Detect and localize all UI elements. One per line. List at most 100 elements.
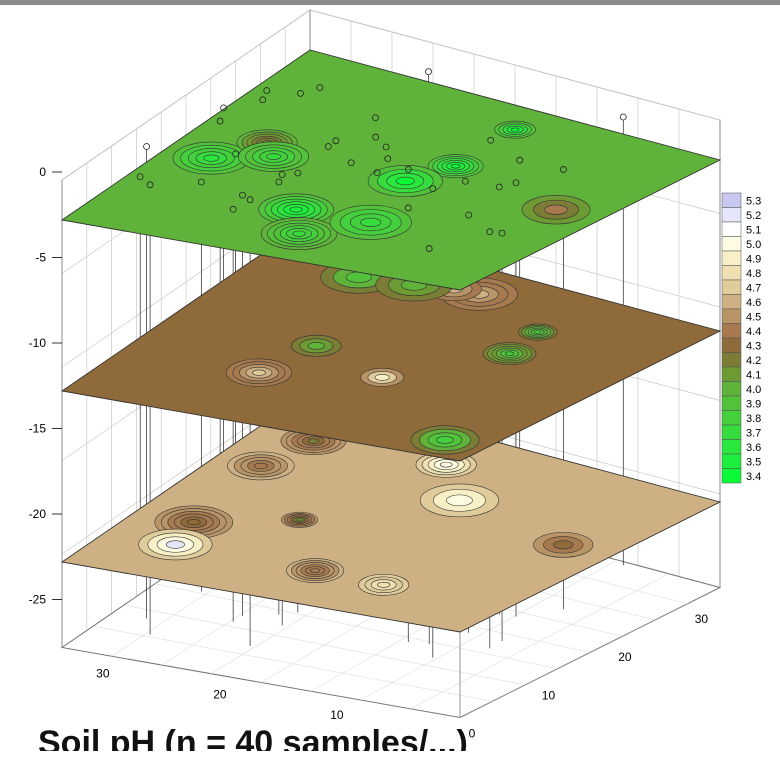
legend-label: 4.1 [746,370,761,382]
legend-label: 3.5 [746,457,761,469]
x-tick-label: 20 [213,687,227,701]
legend-label: 5.0 [746,239,761,251]
window-top-strip [0,0,780,5]
legend-label: 3.8 [746,413,761,425]
contour-ring [296,518,303,522]
legend-label: 4.8 [746,268,761,280]
z-tick-label: 0 [39,165,46,179]
legend-label: 4.0 [746,384,761,396]
x-tick-label: 10 [330,708,344,722]
y-tick-label: 30 [695,612,709,626]
sample-pole-head [263,87,271,94]
sample-pole-heads [136,68,627,252]
contour-ring [450,163,461,169]
legend-label: 5.3 [746,196,761,208]
legend-label: 3.6 [746,442,761,454]
legend-swatch [721,250,742,266]
sample-pole-head [275,178,283,186]
legend-label: 4.3 [746,341,761,353]
sample-pole-head [560,166,567,173]
sample-pole-head [382,143,390,151]
contour-ring [510,127,520,132]
sample-pole-head [143,143,150,150]
legend-swatch [721,453,742,469]
contour-ring [446,494,473,507]
legend-swatch [721,207,742,223]
contour-ring [504,351,515,356]
sample-pole-head [425,245,433,252]
sample-pole-head [246,196,254,204]
sample-pole-head [425,68,432,76]
contour-layers [60,49,722,633]
z-tick-label: -15 [29,422,47,436]
sample-pole-head [465,211,473,219]
sample-pole-head [146,181,154,189]
contour-ring [439,461,453,468]
sample-pole-head [232,150,240,158]
legend-swatch [721,337,742,353]
contour-ring [310,568,321,573]
y-axis: 0 10 20 30 [469,612,709,741]
grid-line [360,559,618,701]
sample-pole-head [294,169,302,177]
grid-line [410,573,669,710]
sample-pole-head [404,204,412,212]
sample-pole-head [512,179,520,187]
legend-swatch [721,468,742,484]
legend-swatch [721,323,742,339]
y-tick-label: 20 [618,650,632,664]
z-tick-label: -20 [29,507,47,521]
legend-swatch [721,236,742,252]
contour-ring [165,540,185,549]
contour-ring [253,462,268,469]
sample-pole-head [136,173,144,181]
legend-label: 5.1 [746,225,761,237]
legend-swatch [721,265,742,281]
contour-ring [553,540,574,550]
sample-pole-head [220,104,227,112]
sample-pole-head [316,84,324,91]
sample-pole-head [332,137,340,145]
contour-ring [377,581,391,588]
sample-pole-head [404,165,412,173]
contour-layer [60,220,722,462]
sample-pole-head [619,113,627,121]
contour-ring [360,217,382,227]
sample-pole-head [278,171,286,178]
legend-label: 4.4 [746,326,761,338]
legend-swatch [721,424,742,440]
contour-ring [307,438,320,444]
z-tick-label: -25 [29,593,47,607]
contour-ring [534,330,542,334]
legend-swatch [721,352,742,368]
legend-swatch [721,192,742,208]
legend-swatch [721,221,742,237]
y-tick-label: 10 [542,688,556,702]
contour-ring [186,519,201,526]
legend-swatch [721,366,742,382]
contour-ring [266,153,281,160]
sample-pole-head [324,143,332,150]
legend-label: 4.7 [746,283,761,295]
z-axis: 0 -5 -10 -15 -20 -25 [29,165,62,607]
legend-swatch [721,294,742,310]
x-axis: 30 20 10 [96,667,344,722]
contour-layer [60,49,722,291]
legend-label: 3.4 [746,471,761,483]
legend-swatch [721,279,742,295]
sample-pole-head [373,169,381,177]
figure-caption: Soil pH (n = 40 samples/...) [38,726,468,761]
sample-pole-head [239,191,246,199]
legend-label: 5.2 [746,210,761,222]
sample-pole-head [259,96,267,104]
legend-swatch [721,439,742,455]
z-tick-label: -5 [35,251,46,265]
layer-surface [60,391,722,633]
sample-pole-head [297,89,304,97]
contour-ring [292,230,306,237]
sample-pole-head [229,205,237,213]
legend-swatch [721,410,742,426]
sample-pole-head [498,229,506,237]
x-tick-label: 30 [96,667,110,681]
